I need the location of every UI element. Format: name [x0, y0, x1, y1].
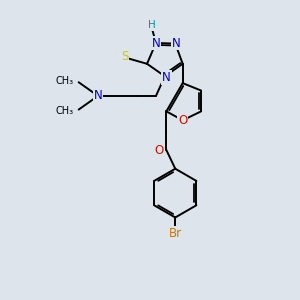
Text: Br: Br [169, 227, 182, 240]
Text: N: N [94, 89, 102, 102]
Text: N: N [162, 71, 171, 84]
Text: O: O [154, 143, 164, 157]
Text: H: H [148, 20, 155, 30]
Text: S: S [121, 50, 128, 63]
Text: CH₃: CH₃ [55, 76, 73, 86]
Text: N: N [152, 37, 160, 50]
Text: CH₃: CH₃ [55, 106, 73, 116]
Text: O: O [178, 114, 187, 127]
Text: N: N [172, 37, 181, 50]
